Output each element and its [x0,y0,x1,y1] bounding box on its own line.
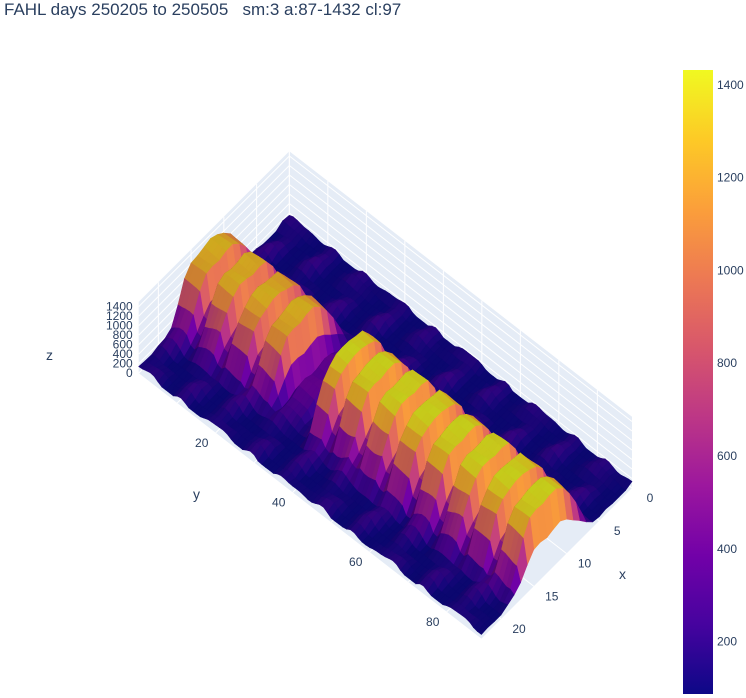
colorbar-tick-label: 1200 [717,171,744,185]
back-wall [289,151,632,488]
wall-grid-line [289,184,633,451]
wall-grid-line [289,174,633,441]
colorbar-tick-label: 1400 [717,78,744,92]
colorbar-ticks: 200 400 600 800 1000 1200 1400 [717,78,744,649]
colorbar-tick-label: 200 [717,635,737,649]
colorbar: 200 400 600 800 1000 1200 1400 [683,70,744,694]
y-tick-label: 40 [272,495,286,509]
x-axis-title: x [619,566,626,582]
colorbar-tick-label: 800 [717,356,737,370]
z-tick-label: 0 [126,366,133,380]
z-tick-label: 1200 [106,309,133,323]
wall-grid-line [289,212,633,479]
y-tick-label: 60 [349,555,363,569]
z-tick-label: 200 [113,357,133,371]
y-axis-ticks: 20 40 60 80 [195,436,440,629]
y-axis-title: y [193,486,200,502]
surface-mesh[interactable] [138,215,633,635]
surface-cell [477,623,489,635]
chart-title: FAHL days 250205 to 250505 sm:3 a:87-143… [4,0,402,19]
z-tick-label: 600 [113,338,133,352]
y-tick-label: 20 [195,436,209,450]
z-tick-label: 1000 [106,319,133,333]
x-tick-label: 0 [647,491,654,505]
y-tick-label: 80 [426,615,440,629]
wall-grid-line [289,155,633,422]
z-axis-title: z [46,347,53,363]
x-axis-ticks: 0 5 10 15 20 [512,491,653,636]
x-tick-label: 10 [578,557,592,571]
colorbar-tick-label: 400 [717,542,737,556]
x-tick-label: 15 [545,589,559,603]
wall-grid-line [289,165,633,432]
z-tick-label: 400 [113,347,133,361]
wall-grid-line [289,193,633,460]
z-tick-label: 800 [113,328,133,342]
wall-grid-line [138,155,290,307]
z-tick-label: 1400 [106,300,133,314]
colorbar-bar [683,70,713,694]
colorbar-tick-label: 1000 [717,263,744,277]
x-tick-label: 5 [614,524,621,538]
wall-grid-line [289,203,633,470]
colorbar-tick-label: 600 [717,449,737,463]
x-tick-label: 20 [512,622,526,636]
